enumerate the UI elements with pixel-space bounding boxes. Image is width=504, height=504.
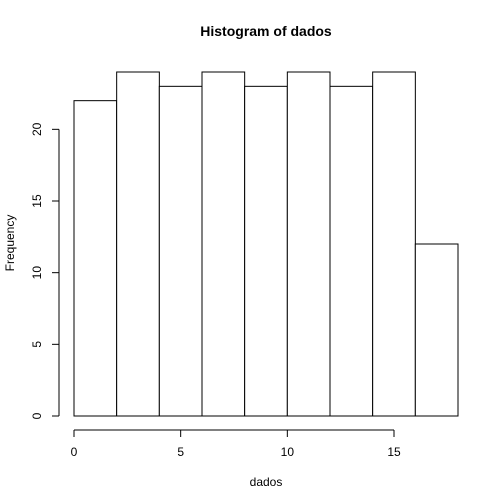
y-axis-ticks: 0 5 10 15 20 [30,122,59,419]
histogram-bar [158,85,203,417]
x-tick-label: 0 [71,445,78,459]
x-tick-label: 15 [387,445,401,459]
histogram-bar [73,100,118,417]
histogram-bar [244,85,288,417]
x-axis-ticks: 0 5 10 15 [71,430,401,459]
histogram-bar [286,71,331,417]
histogram-bars [73,71,459,417]
histogram-bar [372,71,416,417]
chart-title: Histogram of dados [200,23,332,39]
y-tick-label: 5 [30,341,44,348]
y-axis-label: Frequency [3,215,17,272]
y-tick-label: 20 [30,122,44,136]
y-tick-label: 0 [30,412,44,419]
histogram-bar [329,85,374,417]
y-tick-label: 10 [30,266,44,280]
y-tick-label: 15 [30,194,44,208]
y-axis: 0 5 10 15 20 [30,122,60,419]
x-axis: 0 5 10 15 [71,429,401,459]
histogram-bar [116,71,160,417]
x-tick-label: 5 [177,445,184,459]
histogram-bar [414,243,459,417]
x-axis-label: dados [250,475,283,489]
x-tick-label: 10 [281,445,295,459]
histogram-bar [201,71,246,417]
